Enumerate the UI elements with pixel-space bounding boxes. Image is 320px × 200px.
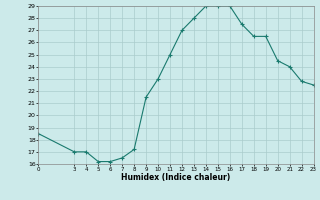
X-axis label: Humidex (Indice chaleur): Humidex (Indice chaleur) xyxy=(121,173,231,182)
